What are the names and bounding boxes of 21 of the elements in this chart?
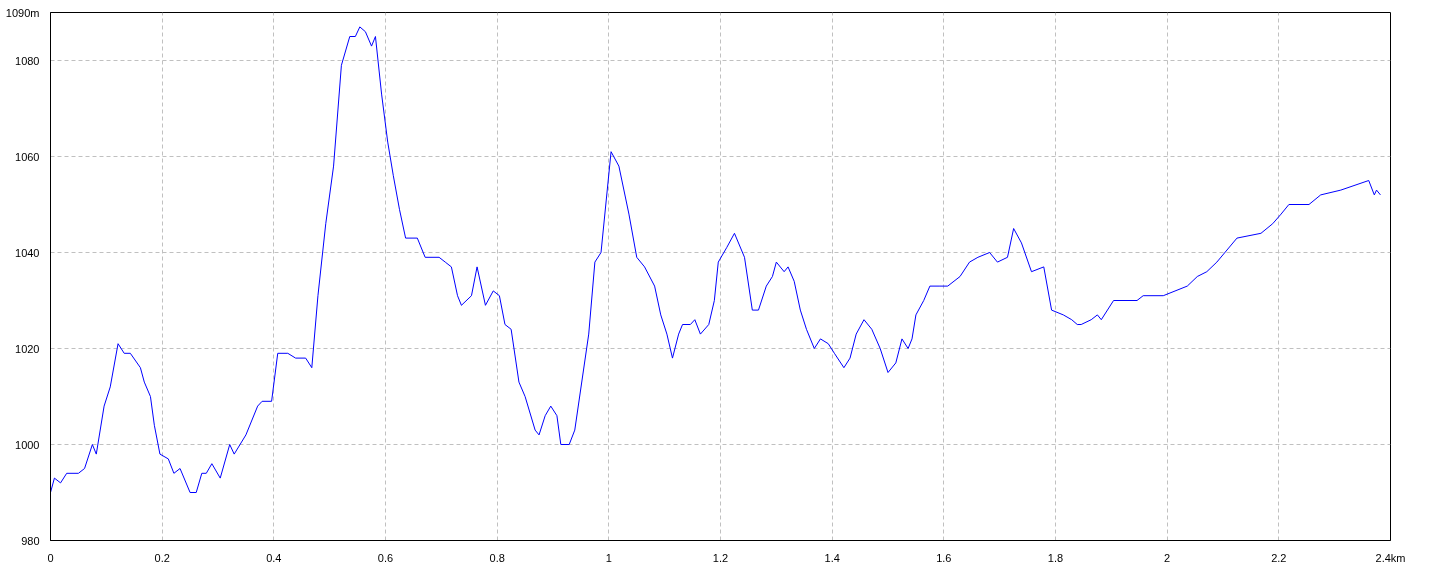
x-tick-label: 2.2 [1271,551,1287,564]
y-tick-label: 1020 [15,342,40,355]
x-tick-label: 1.8 [1047,551,1064,564]
y-tick-label: 1080 [15,54,40,67]
y-tick-label: 980 [21,534,40,547]
x-tick-label: 0.8 [489,551,505,564]
x-tick-label: 1 [605,551,612,564]
x-tick-label: 0 [47,551,54,564]
x-tick-label: 1.6 [936,551,952,564]
x-tick-label: 2 [1164,551,1171,564]
y-tick-label: 1060 [15,150,40,163]
x-tick-label: 2.4km [1375,551,1406,564]
x-tick-label: 1.4 [824,551,840,564]
x-tick-label: 0.6 [377,551,394,564]
x-tick-label: 1.2 [712,551,729,564]
x-tick-label: 0.2 [154,551,170,564]
y-tick-label: 1090m [5,6,40,19]
y-tick-label: 1000 [15,438,40,451]
x-tick-label: 0.4 [266,551,282,564]
line-series [50,26,1381,493]
y-tick-label: 1040 [15,246,40,259]
